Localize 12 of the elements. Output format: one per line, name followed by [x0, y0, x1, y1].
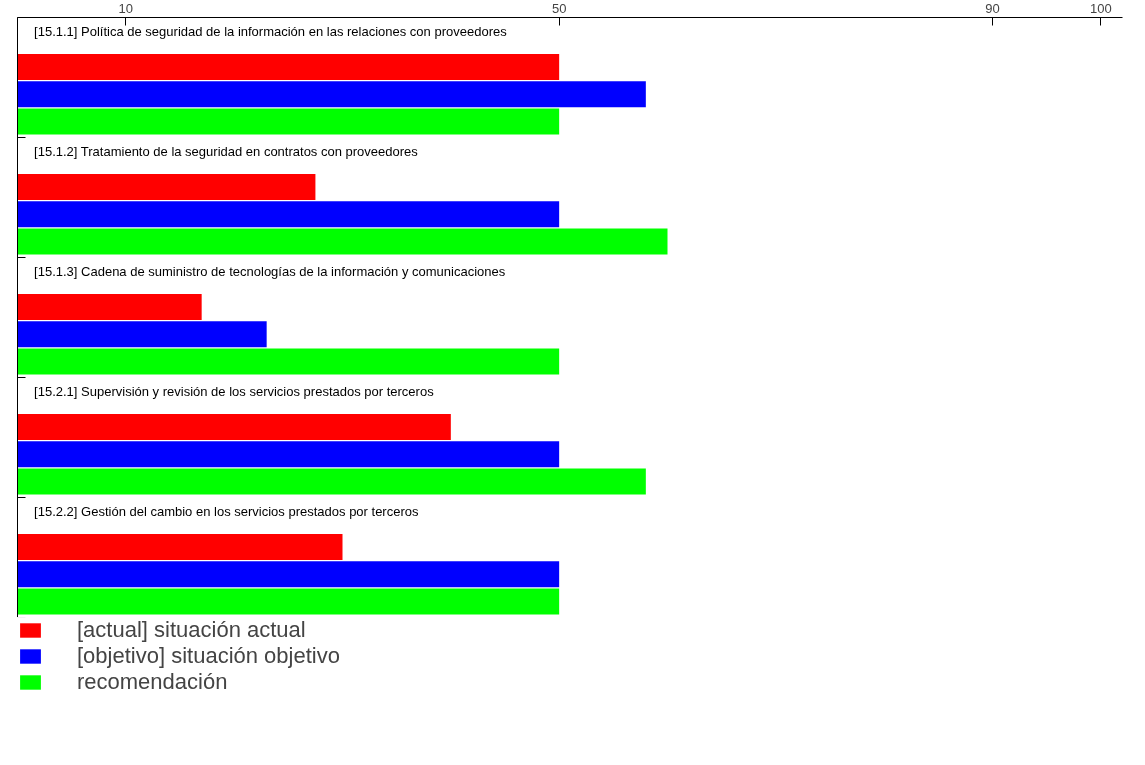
x-tick-label: 10 — [118, 0, 134, 16]
x-tick-label: 50 — [551, 0, 567, 16]
legend-label: [actual] situación actual — [77, 617, 306, 643]
x-tick-label: 90 — [985, 0, 1000, 16]
y-tick-label: [15.2.2] Gestión del cambio en los servicios prestados por terceros — [34, 504, 419, 520]
y-tick-label: [15.2.1] Supervisión y revisión de los servicios prestados por terceros — [34, 384, 435, 400]
x-tick-label: 100 — [1089, 0, 1112, 16]
y-tick-label: [15.1.3] Cadena de suministro de tecnologías de la información y comunicaciones — [34, 264, 506, 280]
y-tick-label: [15.1.1] Política de seguridad de la información en las relaciones con proveedores — [34, 24, 508, 40]
y-tick-label: [15.1.2] Tratamiento de la seguridad en contratos con proveedores — [34, 144, 419, 160]
legend-label: [objetivo] situación objetivo — [77, 643, 340, 669]
legend-label: recomendación — [77, 669, 228, 695]
